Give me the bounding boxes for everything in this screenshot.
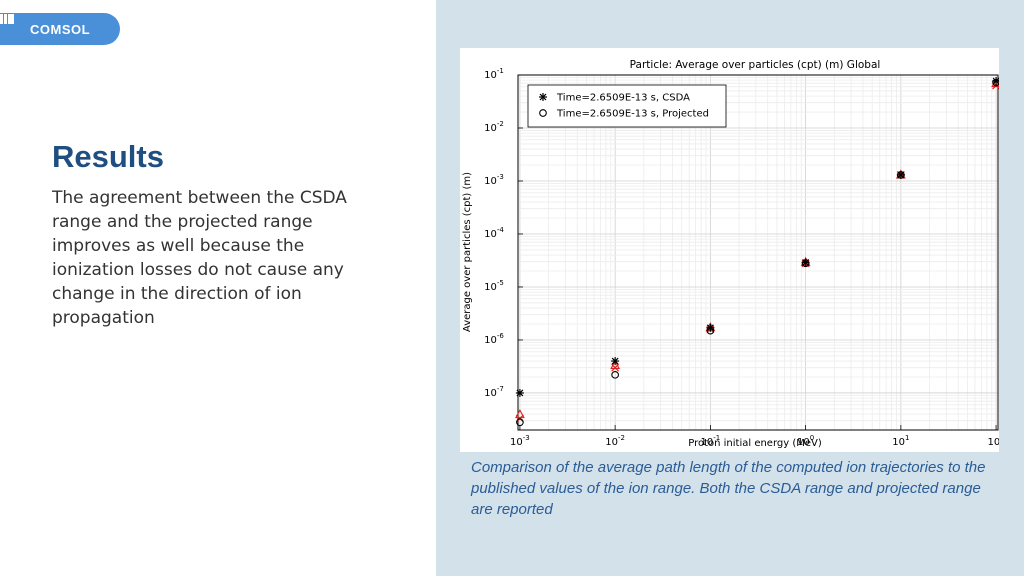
data-point-star: [515, 388, 524, 397]
y-tick-label: 10-7: [484, 385, 504, 399]
data-point-star: [706, 323, 715, 332]
range-comparison-chart: Particle: Average over particles (cpt) (…: [462, 59, 1005, 449]
data-point-star: [801, 258, 810, 267]
data-point-x: [611, 363, 620, 372]
figure-caption: Comparison of the average path length of…: [471, 459, 986, 518]
y-tick-label: 10-6: [484, 332, 504, 346]
legend-label: Time=2.6509E-13 s, CSDA: [556, 93, 690, 104]
grid-layer: [518, 74, 998, 431]
comsol-logo-tab: COMSOL: [0, 13, 120, 45]
legend-label: Time=2.6509E-13 s, Projected: [556, 109, 709, 120]
chart-title: Particle: Average over particles (cpt) (…: [630, 59, 881, 71]
x-axis-label: Proton initial energy (MeV): [688, 438, 822, 449]
plot-area-frame: [517, 74, 999, 431]
y-tick-label: 10-4: [484, 226, 504, 240]
x-tick-label: 10-3: [510, 434, 530, 448]
data-point-circle: [611, 370, 619, 379]
mark-layer: [514, 77, 1002, 427]
x-tick-label: 10-2: [605, 434, 625, 448]
data-point-star: [896, 170, 905, 179]
legend-marker-star: [539, 93, 547, 101]
results-text-block: Results The agreement between the CSDA r…: [52, 138, 382, 330]
data-point-circle: [516, 418, 524, 427]
y-axis-label: Average over particles (cpt) (m): [462, 172, 473, 332]
comsol-logo-icon: [0, 14, 14, 24]
y-tick-label: 10-5: [484, 279, 504, 293]
y-tick-label: 10-3: [484, 173, 504, 187]
legend-box: [527, 84, 727, 128]
page-title: Results: [52, 139, 164, 174]
y-tick-label: 10-1: [484, 67, 504, 81]
x-tick-label: 102: [987, 434, 999, 448]
data-point-star: [611, 357, 620, 366]
x-tick-label: 100: [797, 434, 814, 448]
comsol-logo-text: COMSOL: [30, 22, 91, 37]
data-point-star: [992, 77, 1001, 86]
y-tick-label: 10-2: [484, 120, 504, 134]
legend-marker-circle: [539, 109, 547, 117]
legend: Time=2.6509E-13 s, CSDA Time=2.6509E-13 s…: [527, 84, 727, 128]
results-description: The agreement between the CSDA range and…: [52, 188, 347, 328]
x-tick-label: 101: [892, 434, 909, 448]
x-tick-label: 10-1: [701, 434, 721, 448]
chart-container: Particle: Average over particles (cpt) (…: [460, 48, 1005, 452]
